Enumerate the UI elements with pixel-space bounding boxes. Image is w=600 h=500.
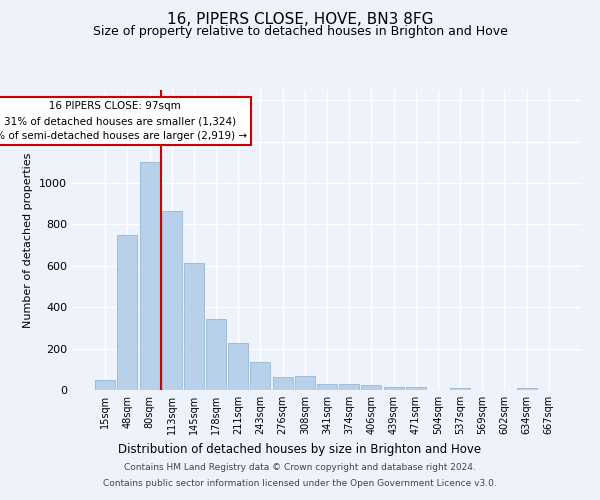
- Bar: [450, 388, 470, 390]
- Bar: [339, 384, 359, 390]
- Bar: [361, 385, 382, 390]
- Bar: [95, 380, 115, 390]
- Bar: [184, 263, 204, 390]
- Bar: [140, 162, 160, 390]
- Bar: [383, 387, 404, 390]
- Text: Contains HM Land Registry data © Crown copyright and database right 2024.: Contains HM Land Registry data © Crown c…: [124, 464, 476, 472]
- Text: 16, PIPERS CLOSE, HOVE, BN3 8FG: 16, PIPERS CLOSE, HOVE, BN3 8FG: [167, 12, 433, 28]
- Bar: [317, 384, 337, 390]
- Bar: [206, 318, 226, 390]
- Bar: [118, 235, 137, 390]
- Bar: [162, 211, 182, 390]
- Text: Size of property relative to detached houses in Brighton and Hove: Size of property relative to detached ho…: [92, 25, 508, 38]
- Bar: [272, 376, 293, 390]
- Bar: [295, 376, 315, 390]
- Bar: [406, 387, 426, 390]
- Text: Distribution of detached houses by size in Brighton and Hove: Distribution of detached houses by size …: [118, 442, 482, 456]
- Y-axis label: Number of detached properties: Number of detached properties: [23, 152, 34, 328]
- Text: 16 PIPERS CLOSE: 97sqm   
← 31% of detached houses are smaller (1,324)
68% of se: 16 PIPERS CLOSE: 97sqm ← 31% of detached…: [0, 102, 247, 141]
- Bar: [228, 344, 248, 390]
- Bar: [250, 362, 271, 390]
- Text: Contains public sector information licensed under the Open Government Licence v3: Contains public sector information licen…: [103, 478, 497, 488]
- Bar: [517, 388, 536, 390]
